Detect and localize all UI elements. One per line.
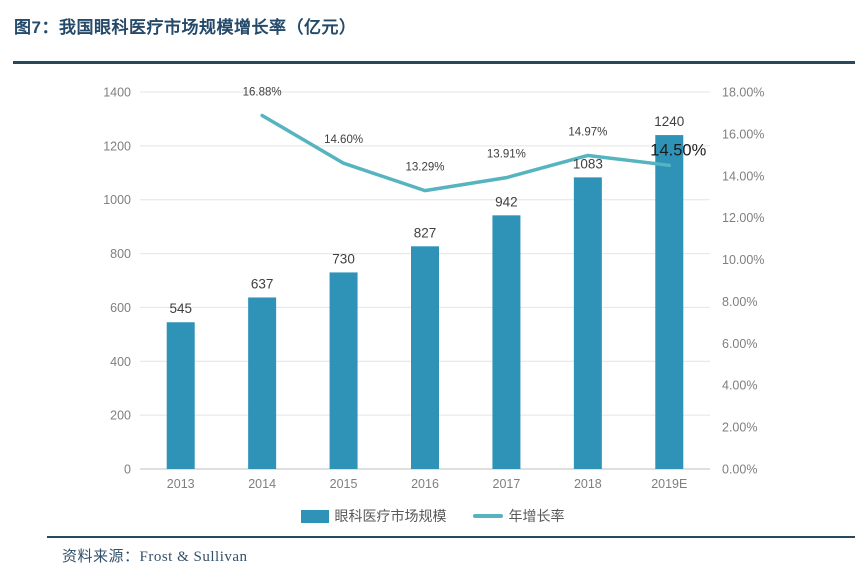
bar-series-swatch [300, 509, 329, 523]
growth-point-label: 13.91% [487, 149, 526, 161]
bar-value-label: 730 [332, 251, 355, 266]
x-axis-label-2016: 2016 [411, 477, 439, 491]
right-axis-tick-label: 2.00% [722, 421, 757, 435]
right-axis-tick-label: 16.00% [722, 127, 764, 141]
source-divider [47, 536, 855, 538]
right-axis-tick-label: 10.00% [722, 253, 764, 267]
bar-2014 [248, 297, 277, 469]
bar-value-label: 827 [414, 225, 437, 240]
right-axis-tick-label: 8.00% [722, 295, 757, 309]
growth-point-label: 14.97% [568, 126, 607, 138]
left-axis-tick-label: 400 [110, 355, 131, 369]
bar-value-label: 942 [495, 194, 518, 209]
line-series-swatch [472, 514, 503, 518]
right-axis-tick-label: 0.00% [722, 463, 757, 477]
x-axis-label-2014: 2014 [248, 477, 276, 491]
x-axis-label-2018: 2018 [574, 477, 602, 491]
bar-2013 [166, 322, 195, 469]
bar-2018 [573, 177, 602, 469]
left-axis-tick-label: 1400 [103, 86, 131, 100]
figure-title: 图7：我国眼科医疗市场规模增长率（亿元） [14, 18, 357, 37]
growth-point-label: 13.29% [405, 162, 444, 174]
right-axis-tick-label: 6.00% [722, 337, 757, 351]
bar-2015 [329, 272, 358, 469]
bar-2019E [655, 135, 684, 470]
bar-value-label: 637 [251, 276, 274, 291]
x-axis-label-2013: 2013 [167, 477, 195, 491]
right-axis-tick-label: 12.00% [722, 211, 764, 225]
x-axis-label-2019E: 2019E [651, 477, 687, 491]
left-axis-tick-label: 200 [110, 409, 131, 423]
line-series-label: 年增长率 [508, 508, 565, 524]
bar-value-label: 1083 [573, 156, 603, 171]
bar-series-label: 眼科医疗市场规模 [334, 508, 447, 524]
left-axis-tick-label: 800 [110, 247, 131, 261]
bar-2017 [492, 215, 521, 469]
left-axis-tick-label: 1200 [103, 139, 131, 153]
x-axis-label-2017: 2017 [493, 477, 521, 491]
legend-item-growth-rate: 年增长率 [472, 506, 565, 526]
growth-rate-line [260, 113, 672, 193]
chart-legend: 眼科医疗市场规模 年增长率 [0, 506, 865, 526]
left-axis-tick-label: 600 [110, 301, 131, 315]
source-note: 资料来源：Frost & Sullivan [62, 549, 248, 565]
x-axis-label-2015: 2015 [330, 477, 358, 491]
legend-item-market-size: 眼科医疗市场规模 [300, 506, 447, 526]
title-divider [13, 61, 855, 64]
left-axis-tick-label: 0 [124, 463, 131, 477]
bar-2016 [411, 246, 439, 469]
bar-value-label: 545 [169, 301, 192, 316]
growth-point-label-emphasized: 14.50% [650, 141, 706, 159]
right-axis-tick-label: 14.00% [722, 169, 764, 183]
growth-point-label: 14.60% [324, 134, 363, 146]
right-axis-tick-label: 18.00% [722, 86, 764, 100]
right-axis-tick-label: 4.00% [722, 379, 757, 393]
growth-point-label: 16.88% [243, 86, 282, 98]
bar-value-label: 1240 [654, 114, 684, 129]
left-axis-tick-label: 1000 [103, 193, 131, 207]
